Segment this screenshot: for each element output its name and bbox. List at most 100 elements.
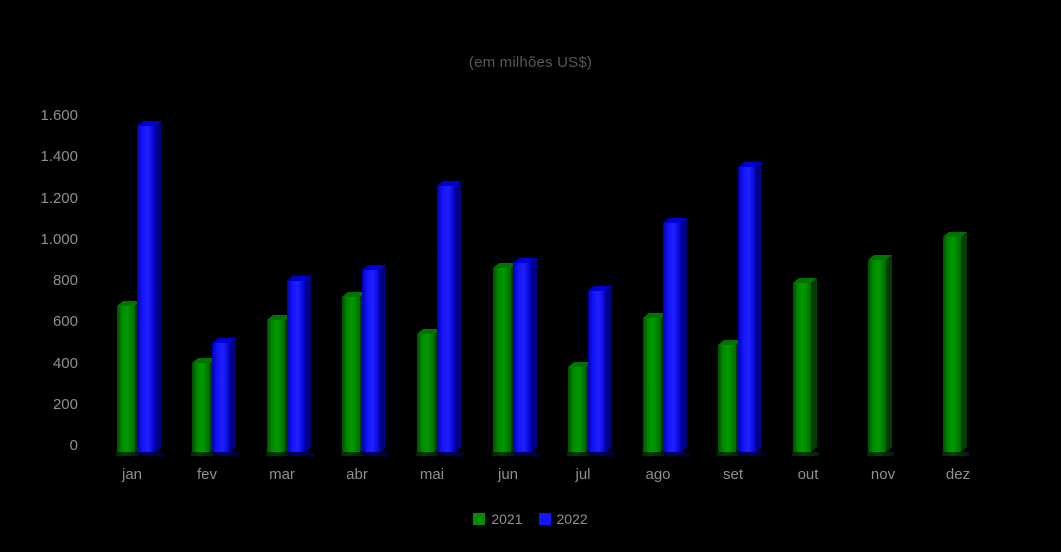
x-tick-label-out: out [797, 466, 819, 483]
bar-floor-mai [416, 452, 438, 456]
bar-floor-nov [867, 452, 894, 456]
bar-side-face [230, 338, 236, 452]
bar-front-face [643, 318, 661, 452]
legend-item-2022: 2022 [538, 511, 588, 527]
x-tick-label-fev: fev [196, 466, 217, 483]
bar-side-face [380, 265, 386, 452]
x-tick-label-mai: mai [419, 466, 445, 483]
bar-floor-jan [116, 452, 138, 456]
bar-floor-set [717, 452, 739, 456]
bar-front-face [568, 367, 586, 452]
bar-floor-jun [514, 452, 540, 456]
x-tick-label-jul: jul [575, 466, 591, 483]
legend-item-2021: 2021 [473, 511, 523, 527]
bar-floor-jul [567, 452, 589, 456]
bar-front-face [513, 263, 531, 452]
bar-floor-mar [288, 452, 314, 456]
bar-2021-mar [267, 315, 292, 452]
bar-2021-out [793, 278, 818, 452]
bar-floor-ago [664, 452, 690, 456]
bar-floor-set [739, 452, 765, 456]
bar-2021-dez [943, 232, 968, 452]
y-tick-label: 1.000 [40, 230, 78, 248]
bar-front-face [943, 237, 961, 452]
legend-label: 2021 [491, 511, 523, 527]
bar-side-face [455, 181, 461, 453]
bar-side-face [155, 121, 161, 453]
bar-front-face [718, 345, 736, 452]
y-tick-label: 1.200 [40, 189, 78, 207]
bar-2022-ago [663, 218, 688, 452]
x-tick-label-abr: abr [346, 466, 368, 483]
bar-front-face [117, 306, 135, 452]
bar-floor-dez [942, 452, 969, 456]
x-tick-label-dez: dez [945, 466, 971, 483]
y-tick-label: 1.400 [40, 148, 78, 166]
bar-2022-abr [362, 265, 387, 452]
bar-2021-fev [192, 358, 217, 452]
bar-2022-set [738, 162, 763, 453]
bar-front-face [267, 320, 285, 452]
bar-side-face [961, 232, 967, 452]
y-tick-label: 800 [52, 272, 78, 289]
bar-2021-set [718, 340, 743, 452]
bar-front-face [588, 291, 606, 452]
bar-2021-mai [417, 329, 442, 452]
y-tick-label: 0 [69, 437, 78, 454]
bar-front-face [437, 186, 455, 452]
x-tick-label-jun: jun [497, 466, 519, 483]
bar-front-face [287, 281, 305, 452]
bar-2022-jan [137, 121, 162, 453]
bar-2021-jun [493, 263, 518, 452]
bar-floor-abr [363, 452, 389, 456]
bar-2021-abr [342, 292, 367, 452]
bar-front-face [342, 297, 360, 452]
bar-front-face [212, 343, 230, 452]
bar-side-face [886, 255, 892, 452]
bar-side-face [681, 218, 687, 452]
bar-side-face [606, 286, 612, 452]
legend-swatch-2022 [538, 513, 551, 525]
bar-2021-jul [568, 362, 593, 452]
bar-2021-jan [117, 301, 142, 452]
bar-2022-jun [513, 258, 538, 452]
bar-front-face [793, 283, 811, 452]
bar-front-face [663, 223, 681, 452]
bar-front-face [192, 363, 210, 452]
bar-front-face [493, 268, 511, 452]
bar-floor-jun [492, 452, 514, 456]
bar-floor-mar [266, 452, 288, 456]
y-tick-label: 600 [52, 313, 78, 331]
bar-floor-jul [589, 452, 615, 456]
y-tick-label: 1.600 [40, 107, 78, 124]
bar-front-face [417, 334, 435, 452]
x-tick-label-nov: nov [870, 466, 896, 483]
bar-floor-fev [191, 452, 213, 456]
bar-2022-mai [437, 181, 462, 453]
bar-2021-nov [868, 255, 893, 452]
bar-floor-jan [138, 452, 164, 456]
legend-label: 2022 [556, 511, 588, 527]
bar-2022-jul [588, 286, 613, 452]
x-tick-label-jan: jan [121, 466, 143, 483]
bar-floor-ago [642, 452, 664, 456]
bar-side-face [811, 278, 817, 452]
bar-2022-mar [287, 276, 312, 452]
bar-front-face [137, 126, 155, 452]
bar-floor-mai [438, 452, 464, 456]
legend-swatch-2021 [473, 513, 486, 525]
x-tick-label-set: set [722, 466, 743, 483]
bar-front-face [738, 167, 756, 452]
bar-2021-ago [643, 313, 668, 452]
y-tick-label: 400 [52, 354, 78, 372]
bar-2022-fev [212, 338, 237, 452]
bar-front-face [362, 270, 380, 452]
bar-front-face [868, 260, 886, 452]
x-tick-label-ago: ago [645, 466, 671, 483]
x-tick-label-mar: mar [269, 466, 295, 483]
bar-floor-fev [213, 452, 239, 456]
bar-side-face [756, 162, 762, 453]
bar-floor-abr [341, 452, 363, 456]
legend: 2021 2022 [0, 511, 1061, 527]
